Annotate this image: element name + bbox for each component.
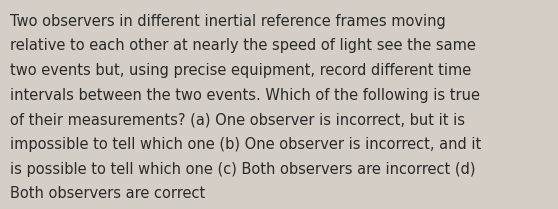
Text: of their measurements? (a) One observer is incorrect, but it is: of their measurements? (a) One observer …	[10, 112, 465, 127]
Text: two events but, using precise equipment, record different time: two events but, using precise equipment,…	[10, 63, 472, 78]
Text: Two observers in different inertial reference frames moving: Two observers in different inertial refe…	[10, 14, 446, 29]
Text: relative to each other at nearly the speed of light see the same: relative to each other at nearly the spe…	[10, 38, 476, 53]
Text: is possible to tell which one (c) Both observers are incorrect (d): is possible to tell which one (c) Both o…	[10, 162, 475, 177]
Text: Both observers are correct: Both observers are correct	[10, 186, 205, 201]
Text: intervals between the two events. Which of the following is true: intervals between the two events. Which …	[10, 88, 480, 103]
Text: impossible to tell which one (b) One observer is incorrect, and it: impossible to tell which one (b) One obs…	[10, 137, 482, 152]
